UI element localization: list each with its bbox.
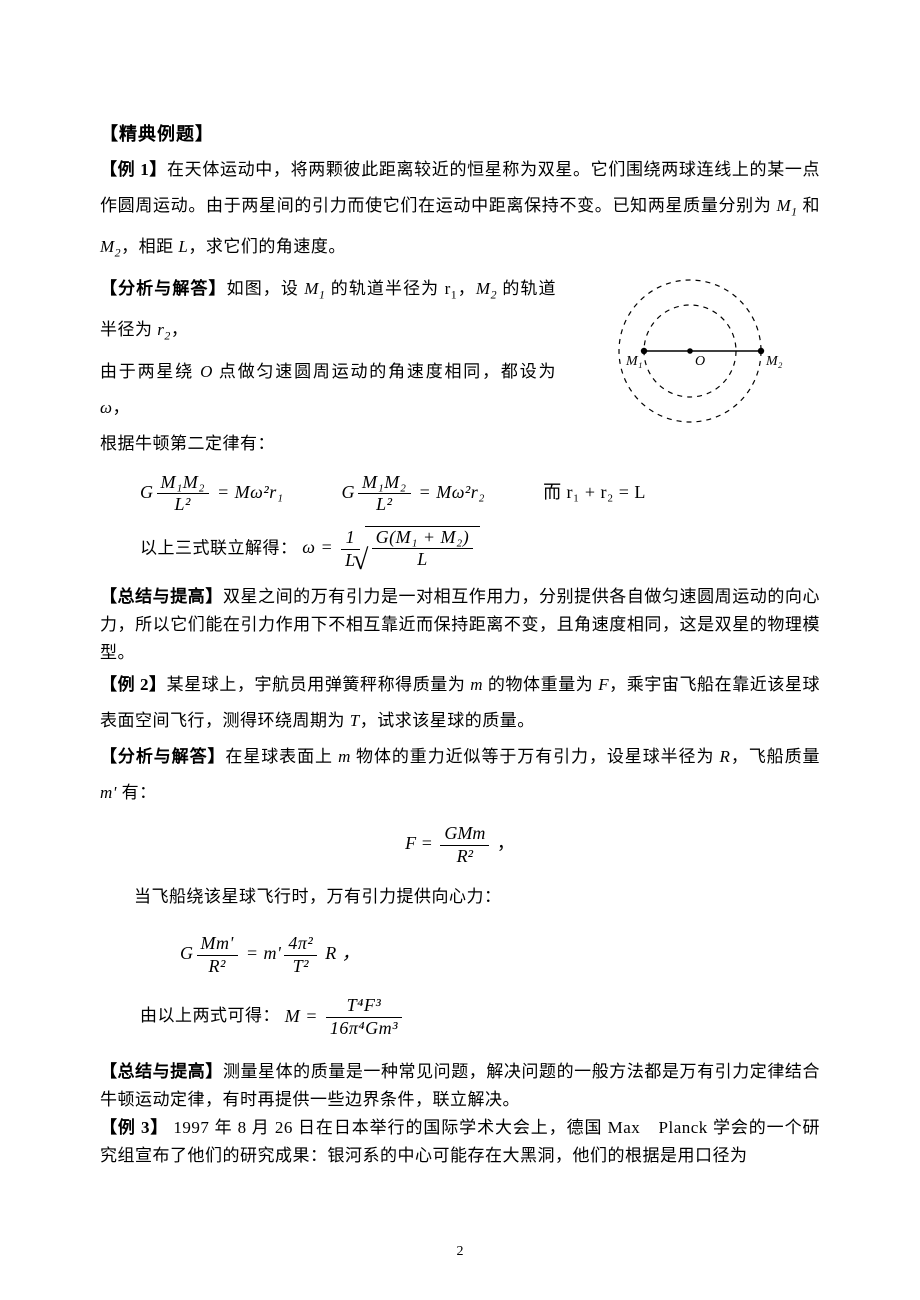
text-2b: 当飞船绕该星球飞行时，万有引力提供向心力： bbox=[100, 879, 820, 915]
ex2-ta: 某星球上，宇航员用弹簧秤称得质量为 bbox=[167, 675, 471, 694]
ex1-text-4: ，求它们的角速度。 bbox=[188, 237, 346, 256]
ex2-tb: 的物体重量为 bbox=[483, 675, 598, 694]
eq2c-expr: M = T⁴F³16π⁴Gm³ bbox=[285, 1006, 405, 1026]
a2-tb: 物体的重力近似等于万有引力，设星球半径为 bbox=[351, 747, 720, 766]
example-3: 【例 3】 1997 年 8 月 26 日在日本举行的国际学术大会上，德国 Ma… bbox=[100, 1114, 820, 1170]
point-O bbox=[687, 348, 693, 354]
ex2-td: ，试求该星球的质量。 bbox=[360, 711, 535, 730]
a1-t2: 的轨道半径为 r bbox=[325, 279, 450, 298]
eq1-row: GM₁M₂L² = Mω²r₁ GM₁M₂L² = Mω²r₂ 而 r₁ + r… bbox=[100, 472, 820, 516]
a1-l2b: 点做匀速圆周运动的角速度相同，都设为 bbox=[213, 362, 556, 381]
analysis-2: 【分析与解答】在星球表面上 m 物体的重力近似等于万有引力，设星球半径为 R，飞… bbox=[100, 739, 820, 811]
example-3-text: 1997 年 8 月 26 日在日本举行的国际学术大会上，德国 Max Plan… bbox=[100, 1118, 820, 1165]
a1-l2a: 由于两星绕 bbox=[100, 362, 200, 381]
ex2-T: T bbox=[350, 711, 360, 730]
ex1-L: L bbox=[178, 237, 188, 256]
eq2a: F = GMmR² ， bbox=[100, 823, 820, 867]
eq1-result: 以上三式联立解得： ω = 1L√G(M₁ + M₂)L bbox=[100, 526, 820, 573]
eq1-termC: 而 r₁ + r₂ = L bbox=[543, 482, 646, 502]
eq1-result-expr: ω = 1L√G(M₁ + M₂)L bbox=[302, 537, 480, 557]
ex1-text-1: 在天体运动中，将两颗彼此距离较近的恒星称为双星。它们围绕两球连线上的某一点作圆周… bbox=[100, 160, 820, 215]
a1-t2c: ， bbox=[457, 279, 476, 298]
a1-t1: 如图，设 bbox=[227, 279, 305, 298]
summary-2: 【总结与提高】测量星体的质量是一种常见问题，解决问题的一般方法都是万有引力定律结… bbox=[100, 1058, 820, 1114]
a2-m: m bbox=[338, 747, 351, 766]
ex2-F: F bbox=[598, 675, 609, 694]
eq2c-pre: 由以上两式可得： bbox=[140, 1007, 280, 1026]
eq1-result-pre: 以上三式联立解得： bbox=[140, 538, 298, 557]
a1-M1: M1 bbox=[304, 279, 325, 298]
a1-t3e: ， bbox=[171, 320, 189, 339]
summary-1: 【总结与提高】双星之间的万有引力是一对相互作用力，分别提供各自做匀速圆周运动的向… bbox=[100, 583, 820, 667]
a1-O: O bbox=[200, 362, 213, 381]
example-1-lead: 【例 1】 bbox=[100, 160, 167, 179]
binary-star-figure: M₁ O M₂ bbox=[560, 271, 820, 431]
analysis-1-lead: 【分析与解答】 bbox=[100, 279, 227, 298]
ex1-text-2: 和 bbox=[798, 196, 820, 215]
a2-td: 有： bbox=[117, 783, 157, 802]
ex1-M2: M2 bbox=[100, 237, 121, 256]
a1-omega: ω bbox=[100, 398, 113, 417]
eq2c: 由以上两式可得： M = T⁴F³16π⁴Gm³ bbox=[100, 995, 820, 1039]
a2-mprime: m' bbox=[100, 783, 117, 802]
a1-r2: r2 bbox=[157, 320, 171, 339]
a2-ta: 在星球表面上 bbox=[225, 747, 338, 766]
summary-1-lead: 【总结与提高】 bbox=[100, 587, 223, 606]
page: 【精典例题】 【例 1】在天体运动中，将两颗彼此距离较近的恒星称为双星。它们围绕… bbox=[0, 0, 920, 1300]
summary-2-lead: 【总结与提高】 bbox=[100, 1062, 223, 1081]
a1-M2: M2 bbox=[476, 279, 497, 298]
eq1-termA: GM₁M₂L² = Mω²r₁ bbox=[140, 482, 289, 502]
ex1-M1: M1 bbox=[776, 196, 797, 215]
example-2-lead: 【例 2】 bbox=[100, 675, 167, 694]
example-1: 【例 1】在天体运动中，将两颗彼此距离较近的恒星称为双星。它们围绕两球连线上的某… bbox=[100, 152, 820, 271]
analysis-2-lead: 【分析与解答】 bbox=[100, 747, 225, 766]
label-M2: M₂ bbox=[765, 354, 783, 369]
eq2b: GMm'R² = m'4π²T² R ， bbox=[100, 933, 820, 977]
ex2-m: m bbox=[470, 675, 483, 694]
a2-R: R bbox=[720, 747, 731, 766]
label-M1: M₁ bbox=[625, 354, 643, 369]
label-O: O bbox=[695, 354, 705, 369]
example-3-lead: 【例 3】 bbox=[100, 1118, 168, 1137]
example-2: 【例 2】某星球上，宇航员用弹簧秤称得质量为 m 的物体重量为 F，乘宇宙飞船在… bbox=[100, 667, 820, 739]
section-header: 【精典例题】 bbox=[100, 120, 820, 146]
a1-l2c: ， bbox=[113, 398, 131, 417]
binary-star-svg: M₁ O M₂ bbox=[560, 271, 820, 431]
page-number: 2 bbox=[0, 1244, 920, 1260]
eq1-termB: GM₁M₂L² = Mω²r₂ bbox=[342, 482, 491, 502]
a2-tc: ，飞船质量 bbox=[730, 747, 820, 766]
point-M2 bbox=[758, 348, 764, 354]
ex1-text-3: ，相距 bbox=[121, 237, 178, 256]
